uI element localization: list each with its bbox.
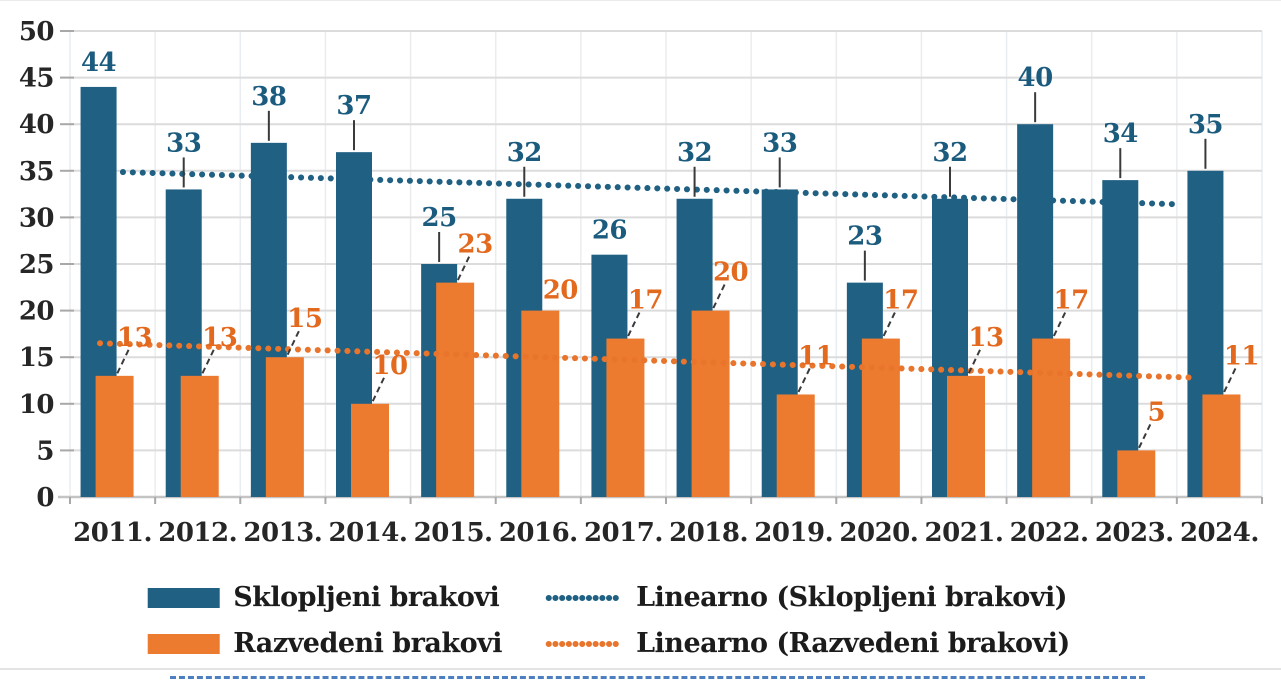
- x-axis-label-2013.: 2013.: [243, 518, 322, 548]
- chart-legend: Sklopljeni brakovi Linearno (Sklopljeni …: [147, 582, 1070, 659]
- data-label-sklopljeni-2017.: 26: [592, 216, 627, 246]
- data-label-sklopljeni-2018.: 32: [677, 138, 712, 168]
- data-label-sklopljeni-2011.: 44: [81, 48, 117, 78]
- x-axis-label-2021.: 2021.: [925, 518, 1004, 548]
- y-axis-label: 0: [36, 483, 54, 513]
- bar-razvedeni-2020.: [861, 338, 900, 497]
- x-axis-label-2020.: 2020.: [839, 518, 918, 548]
- bottom-dashed-line: [170, 676, 1145, 679]
- data-label-razvedeni-2012.: 13: [202, 323, 237, 353]
- y-axis-label: 5: [36, 436, 54, 466]
- data-label-sklopljeni-2016.: 32: [507, 138, 542, 168]
- bar-razvedeni-2019.: [776, 394, 815, 497]
- legend-bar-swatch-sklopljeni: [147, 587, 220, 608]
- data-label-sklopljeni-2023.: 34: [1103, 119, 1139, 149]
- label-leader-razvedeni-2024.: [1222, 368, 1237, 394]
- data-label-razvedeni-2015.: 23: [458, 230, 493, 260]
- data-label-razvedeni-2016.: 20: [543, 276, 578, 306]
- y-axis-label: 40: [19, 110, 54, 140]
- bar-razvedeni-2016.: [521, 310, 560, 497]
- label-leader-razvedeni-2014.: [371, 377, 385, 404]
- data-label-razvedeni-2022.: 17: [1054, 286, 1089, 316]
- data-label-sklopljeni-2015.: 25: [422, 203, 457, 233]
- label-leader-razvedeni-2017.: [626, 312, 641, 338]
- data-label-razvedeni-2018.: 20: [713, 258, 748, 288]
- data-label-razvedeni-2019.: 11: [798, 341, 833, 371]
- label-leader-razvedeni-2015.: [456, 256, 471, 283]
- label-leader-razvedeni-2023.: [1137, 423, 1152, 450]
- data-label-razvedeni-2017.: 17: [628, 286, 663, 316]
- data-label-razvedeni-2024.: 11: [1224, 341, 1259, 371]
- data-label-razvedeni-2013.: 15: [287, 304, 322, 334]
- data-label-sklopljeni-2014.: 37: [336, 91, 371, 121]
- label-leader-razvedeni-2013.: [285, 330, 300, 357]
- legend-trend-swatch-sklopljeni: [546, 594, 621, 601]
- y-axis-label: 20: [19, 297, 54, 327]
- trendline-sklopljeni: [110, 168, 1184, 208]
- data-label-razvedeni-2021.: 13: [968, 323, 1003, 353]
- bar-razvedeni-2013.: [265, 357, 304, 497]
- data-label-sklopljeni-2020.: 23: [847, 222, 882, 252]
- bar-razvedeni-2018.: [691, 310, 730, 497]
- x-axis-label-2018.: 2018.: [669, 518, 748, 548]
- x-axis-label-2022.: 2022.: [1010, 518, 1089, 548]
- bar-razvedeni-2015.: [436, 282, 475, 497]
- x-axis-label-2015.: 2015.: [414, 518, 493, 548]
- bar-razvedeni-2012.: [180, 375, 219, 497]
- bar-razvedeni-2014.: [351, 403, 389, 497]
- x-axis-label-2014.: 2014.: [329, 518, 408, 548]
- y-axis-label: 15: [19, 343, 54, 373]
- label-leader-razvedeni-2021.: [967, 349, 981, 376]
- legend-label-linearno-razvedeni: Linearno (Razvedeni brakovi): [636, 628, 1070, 659]
- label-leader-razvedeni-2011.: [115, 349, 130, 376]
- x-axis-label-2017.: 2017.: [584, 518, 663, 548]
- y-axis-label: 10: [19, 390, 54, 420]
- x-axis-label-2019.: 2019.: [754, 518, 833, 548]
- bar-sklopljeni-2023.: [1102, 180, 1139, 497]
- data-label-sklopljeni-2021.: 32: [932, 138, 967, 168]
- bar-razvedeni-2022.: [1032, 338, 1071, 497]
- y-axis-label: 30: [19, 203, 54, 233]
- label-leader-razvedeni-2022.: [1052, 312, 1067, 338]
- bar-razvedeni-2017.: [606, 338, 645, 497]
- data-label-sklopljeni-2024.: 35: [1188, 110, 1223, 140]
- bottom-divider: [0, 668, 1281, 670]
- data-label-razvedeni-2023.: 5: [1147, 397, 1165, 427]
- label-leader-razvedeni-2019.: [796, 368, 811, 394]
- legend-label-razvedeni: Razvedeni brakovi: [233, 628, 503, 659]
- y-axis-label: 50: [19, 17, 54, 47]
- bar-razvedeni-2024.: [1202, 394, 1241, 497]
- bar-chart-plot: 0 5 10 15 20 25 30 35 40 45 50 44 13 2011. 33 13 2012. 38…: [19, 17, 1263, 548]
- top-divider: [0, 0, 1281, 1]
- x-axis-label-2023.: 2023.: [1095, 518, 1174, 548]
- data-label-sklopljeni-2019.: 33: [762, 128, 797, 158]
- x-axis-label-2011.: 2011.: [73, 518, 152, 548]
- bar-razvedeni-2021.: [947, 375, 985, 497]
- data-label-sklopljeni-2013.: 38: [251, 82, 286, 112]
- label-leader-razvedeni-2020.: [881, 312, 896, 338]
- y-axis-label: 45: [19, 64, 54, 94]
- data-label-sklopljeni-2012.: 33: [166, 128, 201, 158]
- y-axis-label: 35: [19, 157, 54, 187]
- data-label-razvedeni-2014.: 10: [372, 351, 407, 381]
- bar-razvedeni-2011.: [95, 375, 134, 497]
- bar-razvedeni-2023.: [1117, 450, 1156, 497]
- legend-label-linearno-sklopljeni: Linearno (Sklopljeni brakovi): [636, 582, 1068, 613]
- data-label-razvedeni-2020.: 17: [883, 286, 918, 316]
- data-label-sklopljeni-2022.: 40: [1018, 63, 1053, 93]
- legend-label-sklopljeni: Sklopljeni brakovi: [233, 582, 500, 613]
- legend-trend-swatch-razvedeni: [546, 640, 621, 647]
- label-leader-razvedeni-2012.: [200, 349, 215, 376]
- legend-grid: Sklopljeni brakovi Linearno (Sklopljeni …: [147, 582, 1070, 659]
- y-axis-label: 25: [19, 250, 54, 280]
- label-leader-razvedeni-2018.: [711, 284, 726, 311]
- x-axis-label-2012.: 2012.: [158, 518, 237, 548]
- data-label-razvedeni-2011.: 13: [117, 323, 152, 353]
- x-axis-label-2016.: 2016.: [499, 518, 578, 548]
- x-axis-label-2024.: 2024.: [1180, 518, 1259, 548]
- legend-bar-swatch-razvedeni: [147, 633, 220, 654]
